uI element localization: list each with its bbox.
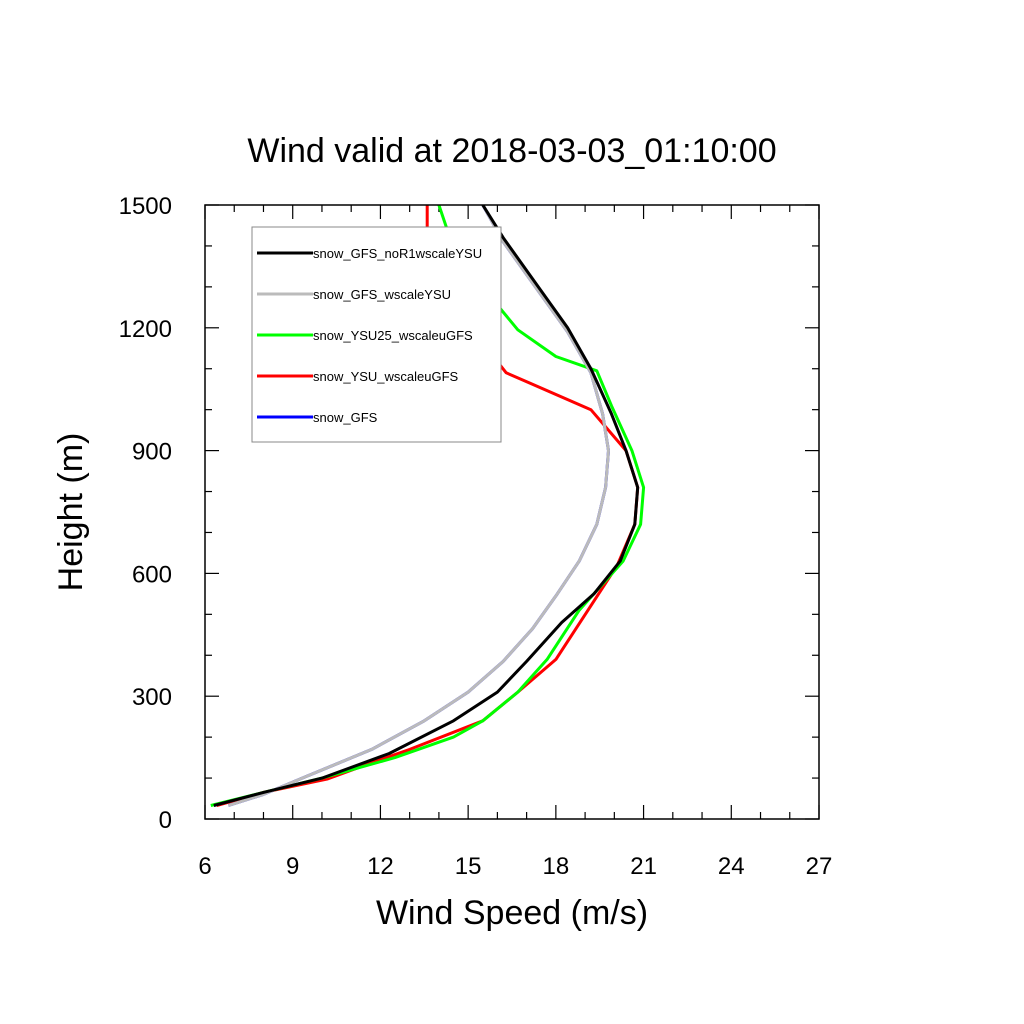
legend-label: snow_GFS [313, 410, 378, 425]
legend-label: snow_GFS_noR1wscaleYSU [313, 246, 482, 261]
y-tick-label: 1500 [119, 193, 172, 220]
y-tick-label: 300 [132, 684, 172, 711]
y-axis-label: Height (m) [52, 433, 90, 592]
y-tick-label: 0 [159, 807, 172, 834]
chart-title: Wind valid at 2018-03-03_01:10:00 [247, 132, 776, 170]
y-tick-label: 1200 [119, 316, 172, 343]
x-tick-label: 18 [543, 853, 570, 880]
x-tick-label: 6 [198, 853, 211, 880]
legend: snow_GFS_noR1wscaleYSU snow_GFS_wscaleYSU… [251, 226, 502, 443]
y-tick-label: 600 [132, 561, 172, 588]
legend-label: snow_YSU25_wscaleuGFS [313, 328, 473, 343]
y-tick-label: 900 [132, 439, 172, 466]
legend-label: snow_YSU_wscaleuGFS [313, 369, 459, 384]
x-axis-label: Wind Speed (m/s) [376, 894, 648, 932]
x-tick-label: 9 [286, 853, 299, 880]
series-line-snow_GFS_wscaleYSU [227, 205, 610, 807]
x-tick-label: 27 [806, 853, 833, 880]
plot-frame [204, 204, 820, 820]
x-tick-label: 15 [455, 853, 482, 880]
series-line-snow_GFS_noR1wscaleYSU [213, 205, 640, 807]
tick-labels: 6 9 12 15 18 21 24 27 0 300 600 900 1200 1500 [119, 193, 833, 880]
x-tick-label: 24 [718, 853, 745, 880]
x-tick-label: 12 [367, 853, 394, 880]
x-tick-label: 21 [630, 853, 657, 880]
legend-label: snow_GFS_wscaleYSU [313, 287, 451, 302]
